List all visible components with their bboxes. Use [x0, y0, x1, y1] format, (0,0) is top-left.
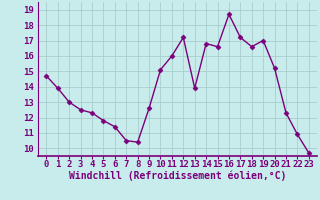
X-axis label: Windchill (Refroidissement éolien,°C): Windchill (Refroidissement éolien,°C)	[69, 171, 286, 181]
